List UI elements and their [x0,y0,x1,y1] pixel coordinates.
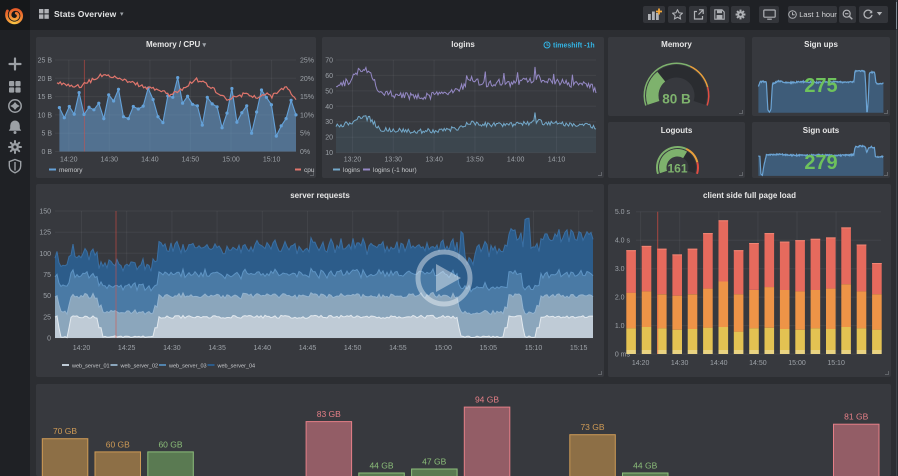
svg-text:50: 50 [43,293,51,300]
svg-text:14:30: 14:30 [671,360,689,367]
svg-text:83 GB: 83 GB [317,409,341,419]
svg-text:150: 150 [39,209,51,216]
svg-text:100: 100 [39,251,51,258]
svg-text:14:40: 14:40 [710,360,728,367]
svg-text:25 B: 25 B [38,58,53,65]
svg-text:13:20: 13:20 [344,157,362,164]
svg-text:5%: 5% [300,131,310,138]
svg-text:94 GB: 94 GB [475,395,499,405]
svg-text:60: 60 [325,73,333,80]
svg-text:cpu: cpu [304,167,315,174]
svg-text:web_server_01: web_server_01 [71,364,110,370]
svg-text:0 B: 0 B [41,149,52,156]
svg-text:30: 30 [325,119,333,126]
svg-text:25: 25 [43,314,51,321]
svg-text:web_server_02: web_server_02 [120,364,159,370]
svg-text:20: 20 [325,135,333,142]
svg-text:0 ms: 0 ms [615,352,631,359]
svg-text:5 B: 5 B [41,131,52,138]
svg-text:web_server_04: web_server_04 [217,364,256,370]
svg-text:25%: 25% [300,58,314,65]
svg-text:70 GB: 70 GB [53,426,77,436]
svg-text:14:20: 14:20 [632,360,650,367]
svg-text:70: 70 [325,58,333,65]
svg-text:81 GB: 81 GB [844,412,868,422]
svg-text:15%: 15% [300,94,314,101]
svg-text:3.0 s: 3.0 s [615,266,631,273]
svg-text:275: 275 [804,75,837,97]
svg-text:2.0 s: 2.0 s [615,295,631,302]
svg-text:14:45: 14:45 [299,345,317,352]
svg-text:15:05: 15:05 [480,345,498,352]
svg-text:web_server_03: web_server_03 [168,364,207,370]
svg-text:14:10: 14:10 [548,157,566,164]
svg-text:60 GB: 60 GB [158,439,182,449]
svg-text:44 GB: 44 GB [369,461,393,471]
svg-text:15:10: 15:10 [263,157,281,164]
svg-text:40: 40 [325,104,333,111]
svg-text:15 B: 15 B [38,94,53,101]
svg-text:50: 50 [325,88,333,95]
svg-text:logins (-1 hour): logins (-1 hour) [373,167,417,174]
svg-text:15:15: 15:15 [570,345,588,352]
svg-text:15:10: 15:10 [525,345,543,352]
svg-text:13:50: 13:50 [466,157,484,164]
svg-text:14:40: 14:40 [141,157,159,164]
svg-text:20%: 20% [300,76,314,83]
svg-text:10 B: 10 B [38,112,53,119]
svg-text:4.0 s: 4.0 s [615,238,631,245]
svg-text:14:50: 14:50 [344,345,362,352]
svg-text:14:55: 14:55 [389,345,407,352]
svg-text:14:35: 14:35 [208,345,226,352]
svg-text:14:50: 14:50 [749,360,767,367]
svg-text:125: 125 [39,230,51,237]
svg-text:15:10: 15:10 [827,360,845,367]
svg-text:13:30: 13:30 [385,157,403,164]
svg-text:13:40: 13:40 [425,157,443,164]
svg-text:14:50: 14:50 [182,157,200,164]
svg-text:80 B: 80 B [662,92,691,107]
svg-text:161: 161 [667,162,687,176]
svg-text:0%: 0% [300,149,310,156]
svg-text:1.0 s: 1.0 s [615,323,631,330]
svg-text:14:40: 14:40 [254,345,272,352]
svg-text:75: 75 [43,272,51,279]
svg-text:47 GB: 47 GB [422,457,446,467]
svg-text:14:20: 14:20 [60,157,78,164]
svg-text:44 GB: 44 GB [633,461,657,471]
svg-text:279: 279 [804,152,837,174]
svg-text:73 GB: 73 GB [580,422,604,432]
svg-text:5.0 s: 5.0 s [615,209,631,216]
svg-text:15:00: 15:00 [222,157,240,164]
svg-text:15:00: 15:00 [434,345,452,352]
svg-text:memory: memory [59,167,83,174]
svg-text:14:30: 14:30 [101,157,119,164]
svg-text:0: 0 [47,336,51,343]
svg-text:10%: 10% [300,112,314,119]
svg-text:logins: logins [343,167,361,174]
svg-text:14:20: 14:20 [73,345,91,352]
svg-text:14:25: 14:25 [118,345,136,352]
svg-text:14:30: 14:30 [163,345,181,352]
svg-text:60 GB: 60 GB [106,439,130,449]
svg-text:14:00: 14:00 [507,157,525,164]
svg-text:15:00: 15:00 [788,360,806,367]
svg-text:20 B: 20 B [38,76,53,83]
svg-text:timeshift -1h: timeshift -1h [553,43,595,50]
svg-text:10: 10 [325,150,333,157]
